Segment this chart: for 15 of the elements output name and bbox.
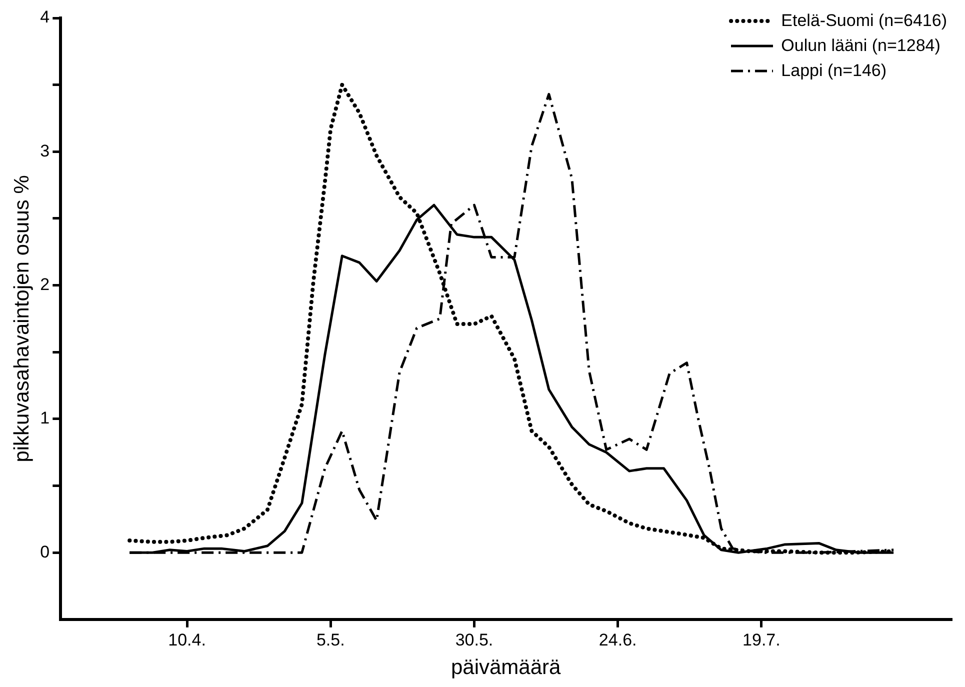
legend-label: Etelä-Suomi (n=6416) <box>781 10 947 32</box>
x-tick-label: 24.6. <box>598 630 637 650</box>
x-tick-label: 5.5. <box>316 630 345 650</box>
x-axis-title: päivämäärä <box>450 656 562 680</box>
y-tick-label: 2 <box>40 274 50 294</box>
x-tick-label: 19.7. <box>742 630 780 650</box>
y-tick-label: 1 <box>40 408 50 428</box>
legend-label: Oulun lääni (n=1284) <box>781 35 940 57</box>
y-axis-title: pikkuvasahavaintojen osuus % <box>10 175 34 462</box>
y-tick-label: 3 <box>40 141 50 160</box>
legend-label: Lappi (n=146) <box>781 60 887 82</box>
x-tick-label: 10.4. <box>168 630 206 650</box>
y-tick-label: 0 <box>40 542 50 562</box>
y-tick-label: 4 <box>40 8 50 27</box>
x-tick-label: 30.5. <box>455 630 494 650</box>
